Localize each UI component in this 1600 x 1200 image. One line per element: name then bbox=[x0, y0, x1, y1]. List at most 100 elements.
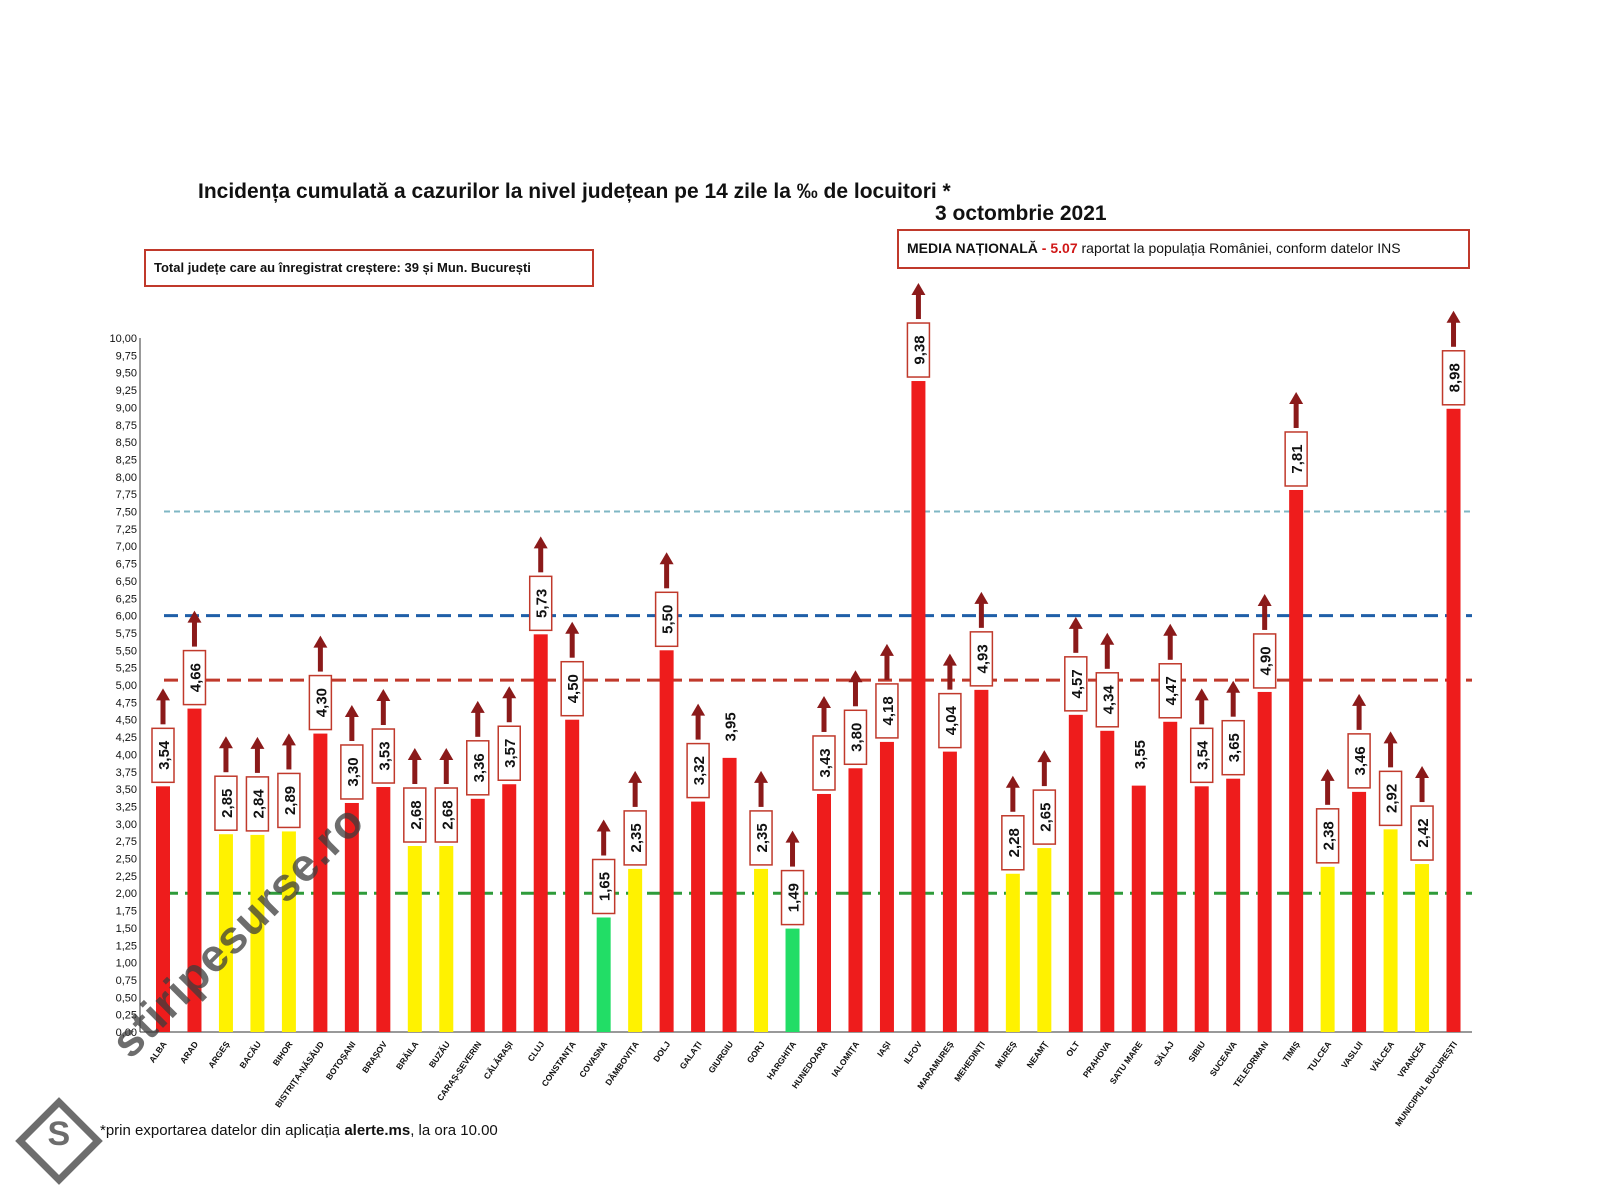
value-label: 1,49 bbox=[786, 883, 803, 912]
value-label-box bbox=[182, 649, 207, 706]
value-label-box bbox=[1221, 719, 1245, 776]
bar bbox=[1163, 721, 1178, 1032]
y-tick-label: 8,75 bbox=[116, 420, 137, 432]
category-label: TULCEA bbox=[1305, 1039, 1333, 1073]
category-label: OLT bbox=[1064, 1039, 1082, 1059]
increase-arrow-head bbox=[911, 283, 926, 296]
category-label: GORJ bbox=[745, 1039, 767, 1065]
value-label-box bbox=[1158, 663, 1182, 719]
value-label: 2,38 bbox=[1321, 821, 1338, 850]
bar bbox=[407, 846, 422, 1032]
category-label: TIMIȘ bbox=[1281, 1039, 1302, 1064]
y-tick-label: 3,25 bbox=[116, 801, 137, 813]
value-label: 4,50 bbox=[565, 674, 582, 703]
category-label: VÂLCEA bbox=[1367, 1039, 1396, 1074]
y-tick-label: 4,75 bbox=[116, 697, 137, 709]
category-label: ARGEȘ bbox=[206, 1039, 232, 1070]
value-label-box bbox=[1252, 633, 1277, 689]
value-label: 2,84 bbox=[250, 789, 267, 819]
bar bbox=[659, 650, 674, 1032]
footnote-prefix: *prin exportarea datelor din aplicația bbox=[100, 1122, 345, 1139]
y-tick-label: 9,75 bbox=[116, 350, 137, 362]
value-label-box bbox=[1189, 727, 1214, 784]
y-tick-label: 7,50 bbox=[116, 507, 137, 519]
bar bbox=[502, 784, 517, 1032]
bar bbox=[942, 751, 957, 1032]
category-label: COVASNA bbox=[577, 1039, 609, 1079]
increase-arrow-head bbox=[218, 736, 233, 749]
value-label: 1,65 bbox=[597, 872, 614, 901]
increase-arrow-head bbox=[344, 704, 359, 717]
category-label: IALOMIȚA bbox=[829, 1039, 861, 1078]
category-label: CLUJ bbox=[525, 1039, 546, 1063]
value-label-box bbox=[1095, 672, 1120, 728]
bar bbox=[754, 868, 769, 1032]
bar bbox=[817, 793, 831, 1032]
y-tick-label: 4,00 bbox=[116, 749, 137, 761]
increase-arrow-head bbox=[848, 670, 863, 683]
value-label: 3,36 bbox=[471, 753, 488, 782]
value-label: 4,90 bbox=[1258, 646, 1275, 675]
value-label: 4,34 bbox=[1100, 685, 1117, 715]
value-label: 4,93 bbox=[974, 644, 991, 673]
bar bbox=[596, 917, 611, 1032]
category-label: MUREȘ bbox=[993, 1039, 1019, 1070]
value-label: 5,50 bbox=[660, 605, 677, 634]
value-label: 2,28 bbox=[1006, 828, 1023, 857]
bar bbox=[1005, 873, 1020, 1032]
increase-arrow-head bbox=[659, 552, 674, 565]
value-label: 3,53 bbox=[376, 741, 393, 770]
increase-arrow-head bbox=[1352, 693, 1367, 706]
category-label: SIBIU bbox=[1186, 1039, 1207, 1063]
increase-arrow-head bbox=[1005, 775, 1020, 788]
increase-arrow-head bbox=[1383, 731, 1398, 744]
category-label: SUCEAVA bbox=[1208, 1039, 1239, 1078]
value-label: 2,35 bbox=[754, 823, 771, 852]
value-label: 4,04 bbox=[943, 705, 960, 735]
bar bbox=[1289, 489, 1304, 1033]
value-label: 3,46 bbox=[1352, 746, 1369, 775]
y-tick-label: 1,50 bbox=[116, 923, 137, 935]
category-label: PRAHOVA bbox=[1081, 1039, 1113, 1079]
increase-arrow-head bbox=[250, 736, 265, 749]
value-label-box bbox=[1410, 805, 1434, 861]
value-label-box bbox=[1001, 815, 1025, 871]
value-label: 3,57 bbox=[502, 739, 519, 768]
value-label-box bbox=[434, 787, 459, 843]
value-label-box bbox=[1032, 789, 1057, 845]
increase-arrow-head bbox=[1226, 680, 1241, 693]
bar bbox=[1226, 778, 1241, 1032]
increase-arrow-head bbox=[376, 689, 391, 702]
bar bbox=[250, 834, 265, 1032]
category-label: DOLJ bbox=[651, 1039, 672, 1064]
increase-arrow-head bbox=[1068, 616, 1083, 629]
value-label-box bbox=[843, 709, 868, 766]
footnote-suffix: , la ora 10.00 bbox=[410, 1122, 498, 1139]
value-label-box bbox=[1347, 733, 1371, 789]
category-label: CĂLĂRAȘI bbox=[481, 1039, 514, 1081]
value-label: 3,54 bbox=[156, 740, 173, 770]
value-label: 3,65 bbox=[1226, 733, 1243, 762]
y-tick-label: 3,75 bbox=[116, 767, 137, 779]
bar bbox=[1194, 786, 1209, 1032]
bar bbox=[1320, 866, 1335, 1032]
category-label: ILFOV bbox=[902, 1039, 925, 1066]
value-label: 4,57 bbox=[1069, 669, 1086, 698]
y-tick-label: 0,75 bbox=[116, 975, 137, 987]
watermark-logo-letter: S bbox=[47, 1115, 71, 1154]
y-tick-label: 5,50 bbox=[116, 645, 137, 657]
category-label: SATU MARE bbox=[1108, 1039, 1145, 1086]
bar bbox=[533, 634, 548, 1032]
value-label-box bbox=[560, 660, 584, 717]
y-tick-label: 2,25 bbox=[116, 871, 137, 883]
category-label: VRANCEA bbox=[1395, 1039, 1427, 1079]
increase-arrow-head bbox=[533, 536, 548, 549]
bar bbox=[1068, 714, 1083, 1032]
value-label-box bbox=[403, 787, 427, 843]
y-tick-label: 10,00 bbox=[109, 333, 137, 345]
value-label-box bbox=[1315, 808, 1340, 864]
category-label: GALAȚI bbox=[677, 1039, 703, 1071]
value-label-box bbox=[906, 322, 931, 378]
value-label: 2,89 bbox=[282, 786, 299, 815]
category-label: BRĂILA bbox=[394, 1039, 421, 1071]
